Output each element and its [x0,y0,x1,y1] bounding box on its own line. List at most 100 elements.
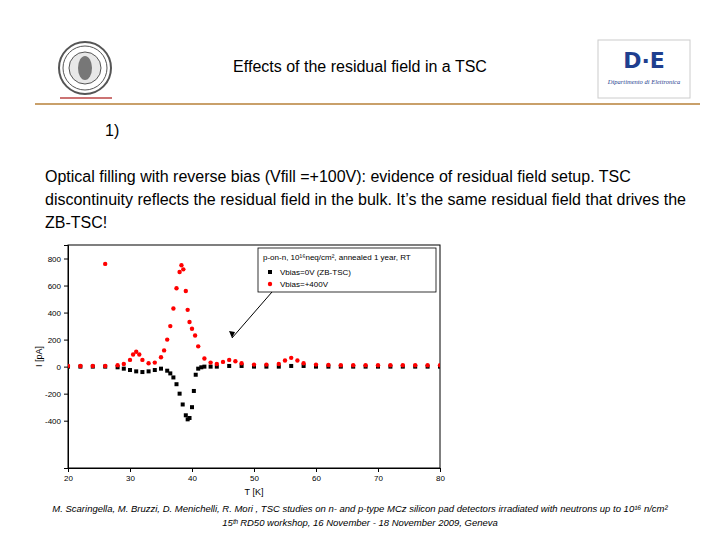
data-point [103,364,107,368]
logo-text: D·E [623,48,665,73]
y-axis-line [64,246,69,469]
citation-line: M. Scaringella, M. Bruzzi, D. Menichelli… [20,502,700,516]
logo-ring [63,46,107,90]
data-point [179,263,183,267]
x-axis-line [69,469,441,473]
data-point [190,405,194,409]
data-point [184,413,188,417]
data-point [209,365,213,369]
data-point [184,289,188,293]
logo-right: D·EDipartimento di Elettronica [598,40,690,98]
slide: D·EDipartimento di Elettronica2030405060… [0,0,720,540]
x-tick-mark [130,468,131,472]
x-tick: 70 [374,468,383,483]
x-tick: 60 [312,468,321,483]
data-point [168,324,172,328]
data-point [140,358,144,362]
item-number: 1) [105,122,119,140]
x-tick-label: 70 [374,474,383,483]
data-point [289,356,293,360]
data-point [68,365,70,369]
data-point [103,262,107,266]
data-point [208,360,212,364]
data-point [193,333,197,337]
data-point [413,363,417,367]
x-tick-label: 80 [436,474,445,483]
data-point [438,363,440,367]
x-tick: 50 [250,468,259,483]
x-tick-mark [192,468,193,472]
data-point [215,362,219,366]
y-tick-label: -400 [45,417,62,426]
pointer-line [232,292,272,338]
data-point [168,371,172,375]
data-point [171,306,175,310]
data-point [227,358,231,362]
data-point [283,358,287,362]
data-point [277,362,281,366]
data-point [314,362,318,366]
x-tick-label: 40 [188,474,197,483]
slide-title: Effects of the residual field in a TSC [150,58,570,76]
data-point [103,365,107,369]
legend-label: Vbias=+400V [280,280,329,289]
data-point [190,327,194,331]
x-tick-mark [316,468,317,472]
data-point [326,363,330,367]
data-point [78,364,82,368]
y-tick-label: 600 [48,282,62,291]
data-point [122,367,126,371]
y-tick: 400 [48,309,68,318]
y-tick: -400 [45,417,68,426]
y-tick-mark [64,421,68,422]
y-tick: 800 [48,255,68,264]
data-point [128,368,132,372]
data-point [388,363,392,367]
x-tick: 20 [64,468,73,483]
series [68,364,440,421]
data-point [147,369,151,373]
data-point [363,363,367,367]
data-point [181,267,185,271]
data-point [146,361,150,365]
y-tick-mark [64,367,68,368]
data-point [68,364,70,368]
y-tick: -200 [45,390,68,399]
x-tick-mark [254,468,255,472]
y-axis-title: I [pA] [34,346,44,367]
data-point [153,360,157,364]
y-tick: 600 [48,282,68,291]
pointer-head [229,331,235,338]
data-point [174,286,178,290]
data-point [159,355,163,359]
logo-box [598,40,690,98]
data-point [202,365,206,369]
y-tick-label: 0 [57,363,62,372]
header-rule [35,103,700,105]
data-point [171,375,175,379]
y-tick-label: 800 [48,255,62,264]
data-point [202,356,206,360]
logo-ring [59,42,111,94]
y-tick-mark [64,313,68,314]
data-point [339,363,343,367]
data-point [194,373,198,377]
y-tick-mark [64,286,68,287]
legend: p-on-n, 10¹⁶neq/cm², annealed 1 year, RT… [258,248,436,292]
data-point [289,364,293,368]
data-point [196,344,200,348]
data-point [376,363,380,367]
data-point [425,363,429,367]
x-tick: 40 [188,468,197,483]
data-point [188,416,192,420]
data-point [221,360,225,364]
legend-label: Vbias=0V (ZB-TSC) [280,268,351,277]
data-point [401,363,405,367]
data-point [178,392,182,396]
citation-line: 15ᵗʰ RD50 workshop, 16 November - 18 Nov… [20,516,700,530]
legend-title: p-on-n, 10¹⁶neq/cm², annealed 1 year, RT [263,253,411,262]
y-tick-label: 200 [48,336,62,345]
y-tick: 200 [48,336,68,345]
data-point [252,362,256,366]
data-point [175,382,179,386]
